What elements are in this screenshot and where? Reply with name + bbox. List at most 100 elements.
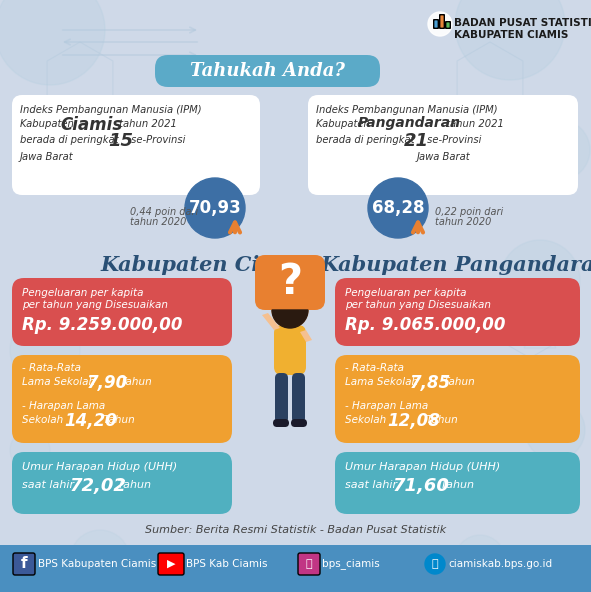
FancyBboxPatch shape bbox=[298, 553, 320, 575]
Text: Tahun: Tahun bbox=[440, 377, 475, 387]
Text: 12,08: 12,08 bbox=[387, 412, 440, 430]
Circle shape bbox=[455, 535, 505, 585]
FancyBboxPatch shape bbox=[0, 545, 591, 592]
Circle shape bbox=[530, 120, 590, 180]
Text: Tahun: Tahun bbox=[114, 480, 151, 490]
Text: 7,85: 7,85 bbox=[410, 374, 452, 392]
Text: Jawa Barat: Jawa Barat bbox=[416, 152, 470, 162]
Text: - Rata-Rata: - Rata-Rata bbox=[22, 363, 81, 373]
Text: tahun 2020: tahun 2020 bbox=[130, 217, 186, 227]
Text: f: f bbox=[21, 556, 27, 571]
FancyBboxPatch shape bbox=[255, 255, 325, 310]
Text: bps_ciamis: bps_ciamis bbox=[322, 558, 380, 570]
Text: Indeks Pembangunan Manusia (IPM): Indeks Pembangunan Manusia (IPM) bbox=[20, 105, 202, 115]
FancyBboxPatch shape bbox=[12, 95, 260, 195]
Text: Rp. 9.259.000,00: Rp. 9.259.000,00 bbox=[22, 316, 183, 334]
Text: Ciamis: Ciamis bbox=[60, 116, 122, 134]
Text: 0,22 poin dari: 0,22 poin dari bbox=[435, 207, 504, 217]
Text: BPS Kab Ciamis: BPS Kab Ciamis bbox=[186, 559, 268, 569]
Circle shape bbox=[428, 12, 452, 36]
Text: Umur Harapan Hidup (UHH): Umur Harapan Hidup (UHH) bbox=[22, 462, 177, 472]
Text: 72,02: 72,02 bbox=[70, 477, 127, 495]
Text: Jawa Barat: Jawa Barat bbox=[20, 152, 74, 162]
FancyBboxPatch shape bbox=[275, 373, 288, 423]
Wedge shape bbox=[272, 310, 308, 328]
Text: se-Provinsi: se-Provinsi bbox=[128, 135, 186, 145]
Text: Pangandaran: Pangandaran bbox=[358, 116, 461, 130]
Circle shape bbox=[500, 240, 580, 320]
Text: Sekolah: Sekolah bbox=[22, 415, 67, 425]
FancyBboxPatch shape bbox=[274, 325, 306, 375]
FancyBboxPatch shape bbox=[12, 278, 232, 346]
Text: Kabupaten: Kabupaten bbox=[316, 119, 373, 129]
Text: BPS Kabupaten Ciamis: BPS Kabupaten Ciamis bbox=[38, 559, 156, 569]
Text: Kabupaten: Kabupaten bbox=[20, 119, 77, 129]
Text: 15: 15 bbox=[108, 132, 133, 150]
Circle shape bbox=[0, 0, 105, 85]
Circle shape bbox=[185, 178, 245, 238]
Text: BADAN PUSAT STATISTIK: BADAN PUSAT STATISTIK bbox=[454, 18, 591, 28]
Polygon shape bbox=[262, 313, 280, 330]
Text: tahun 2021: tahun 2021 bbox=[443, 119, 504, 129]
Text: Kabupaten Pangandaran: Kabupaten Pangandaran bbox=[320, 255, 591, 275]
Text: Kabupaten Ciamis: Kabupaten Ciamis bbox=[100, 255, 314, 275]
Text: - Harapan Lama: - Harapan Lama bbox=[22, 401, 105, 411]
Text: Tahun: Tahun bbox=[117, 377, 152, 387]
Text: 📷: 📷 bbox=[306, 559, 312, 569]
Text: tahun 2021: tahun 2021 bbox=[116, 119, 177, 129]
Circle shape bbox=[70, 530, 130, 590]
Circle shape bbox=[10, 430, 50, 470]
Text: Rp. 9.065.000,00: Rp. 9.065.000,00 bbox=[345, 316, 505, 334]
FancyBboxPatch shape bbox=[12, 452, 232, 514]
FancyBboxPatch shape bbox=[291, 419, 307, 427]
FancyBboxPatch shape bbox=[158, 553, 184, 575]
Text: Pengeluaran per kapita: Pengeluaran per kapita bbox=[345, 288, 466, 298]
Text: Lama Sekolah: Lama Sekolah bbox=[345, 377, 421, 387]
Text: Pengeluaran per kapita: Pengeluaran per kapita bbox=[22, 288, 144, 298]
FancyBboxPatch shape bbox=[335, 452, 580, 514]
Text: berada di peringkat: berada di peringkat bbox=[20, 135, 122, 145]
Circle shape bbox=[455, 0, 565, 80]
FancyBboxPatch shape bbox=[335, 355, 580, 443]
Text: 68,28: 68,28 bbox=[372, 199, 424, 217]
Text: Indeks Pembangunan Manusia (IPM): Indeks Pembangunan Manusia (IPM) bbox=[316, 105, 498, 115]
Polygon shape bbox=[300, 330, 312, 342]
Text: 0,44 poin dari: 0,44 poin dari bbox=[130, 207, 198, 217]
Text: Tahun: Tahun bbox=[423, 415, 458, 425]
Text: saat lahir: saat lahir bbox=[22, 480, 77, 490]
FancyBboxPatch shape bbox=[292, 373, 305, 423]
Text: per tahun yang Disesuaikan: per tahun yang Disesuaikan bbox=[22, 300, 168, 310]
Text: 7,90: 7,90 bbox=[87, 374, 128, 392]
Text: Tahun: Tahun bbox=[100, 415, 135, 425]
FancyBboxPatch shape bbox=[434, 20, 439, 28]
FancyBboxPatch shape bbox=[13, 553, 35, 575]
Circle shape bbox=[525, 400, 585, 460]
Circle shape bbox=[10, 315, 80, 385]
Text: tahun 2020: tahun 2020 bbox=[435, 217, 491, 227]
Text: KABUPATEN CIAMIS: KABUPATEN CIAMIS bbox=[454, 30, 569, 40]
Text: berada di peringkat: berada di peringkat bbox=[316, 135, 418, 145]
FancyBboxPatch shape bbox=[12, 355, 232, 443]
Circle shape bbox=[272, 292, 308, 328]
Circle shape bbox=[425, 554, 445, 574]
Text: Sumber: Berita Resmi Statistik - Badan Pusat Statistik: Sumber: Berita Resmi Statistik - Badan P… bbox=[145, 525, 446, 535]
FancyBboxPatch shape bbox=[446, 22, 450, 28]
Text: 14,20: 14,20 bbox=[64, 412, 117, 430]
Text: 🌐: 🌐 bbox=[431, 559, 439, 569]
Text: 71,60: 71,60 bbox=[393, 477, 450, 495]
Text: 21: 21 bbox=[404, 132, 429, 150]
FancyBboxPatch shape bbox=[273, 419, 289, 427]
Text: ciamiskab.bps.go.id: ciamiskab.bps.go.id bbox=[448, 559, 552, 569]
FancyBboxPatch shape bbox=[155, 55, 380, 87]
Text: 70,93: 70,93 bbox=[189, 199, 241, 217]
Text: saat lahir: saat lahir bbox=[345, 480, 401, 490]
FancyBboxPatch shape bbox=[335, 278, 580, 346]
Text: Umur Harapan Hidup (UHH): Umur Harapan Hidup (UHH) bbox=[345, 462, 500, 472]
FancyBboxPatch shape bbox=[308, 95, 578, 195]
Circle shape bbox=[368, 178, 428, 238]
Text: - Rata-Rata: - Rata-Rata bbox=[345, 363, 404, 373]
Text: Lama Sekolah: Lama Sekolah bbox=[22, 377, 98, 387]
Text: Tahun: Tahun bbox=[437, 480, 474, 490]
Text: per tahun yang Disesuaikan: per tahun yang Disesuaikan bbox=[345, 300, 491, 310]
Text: se-Provinsi: se-Provinsi bbox=[424, 135, 482, 145]
